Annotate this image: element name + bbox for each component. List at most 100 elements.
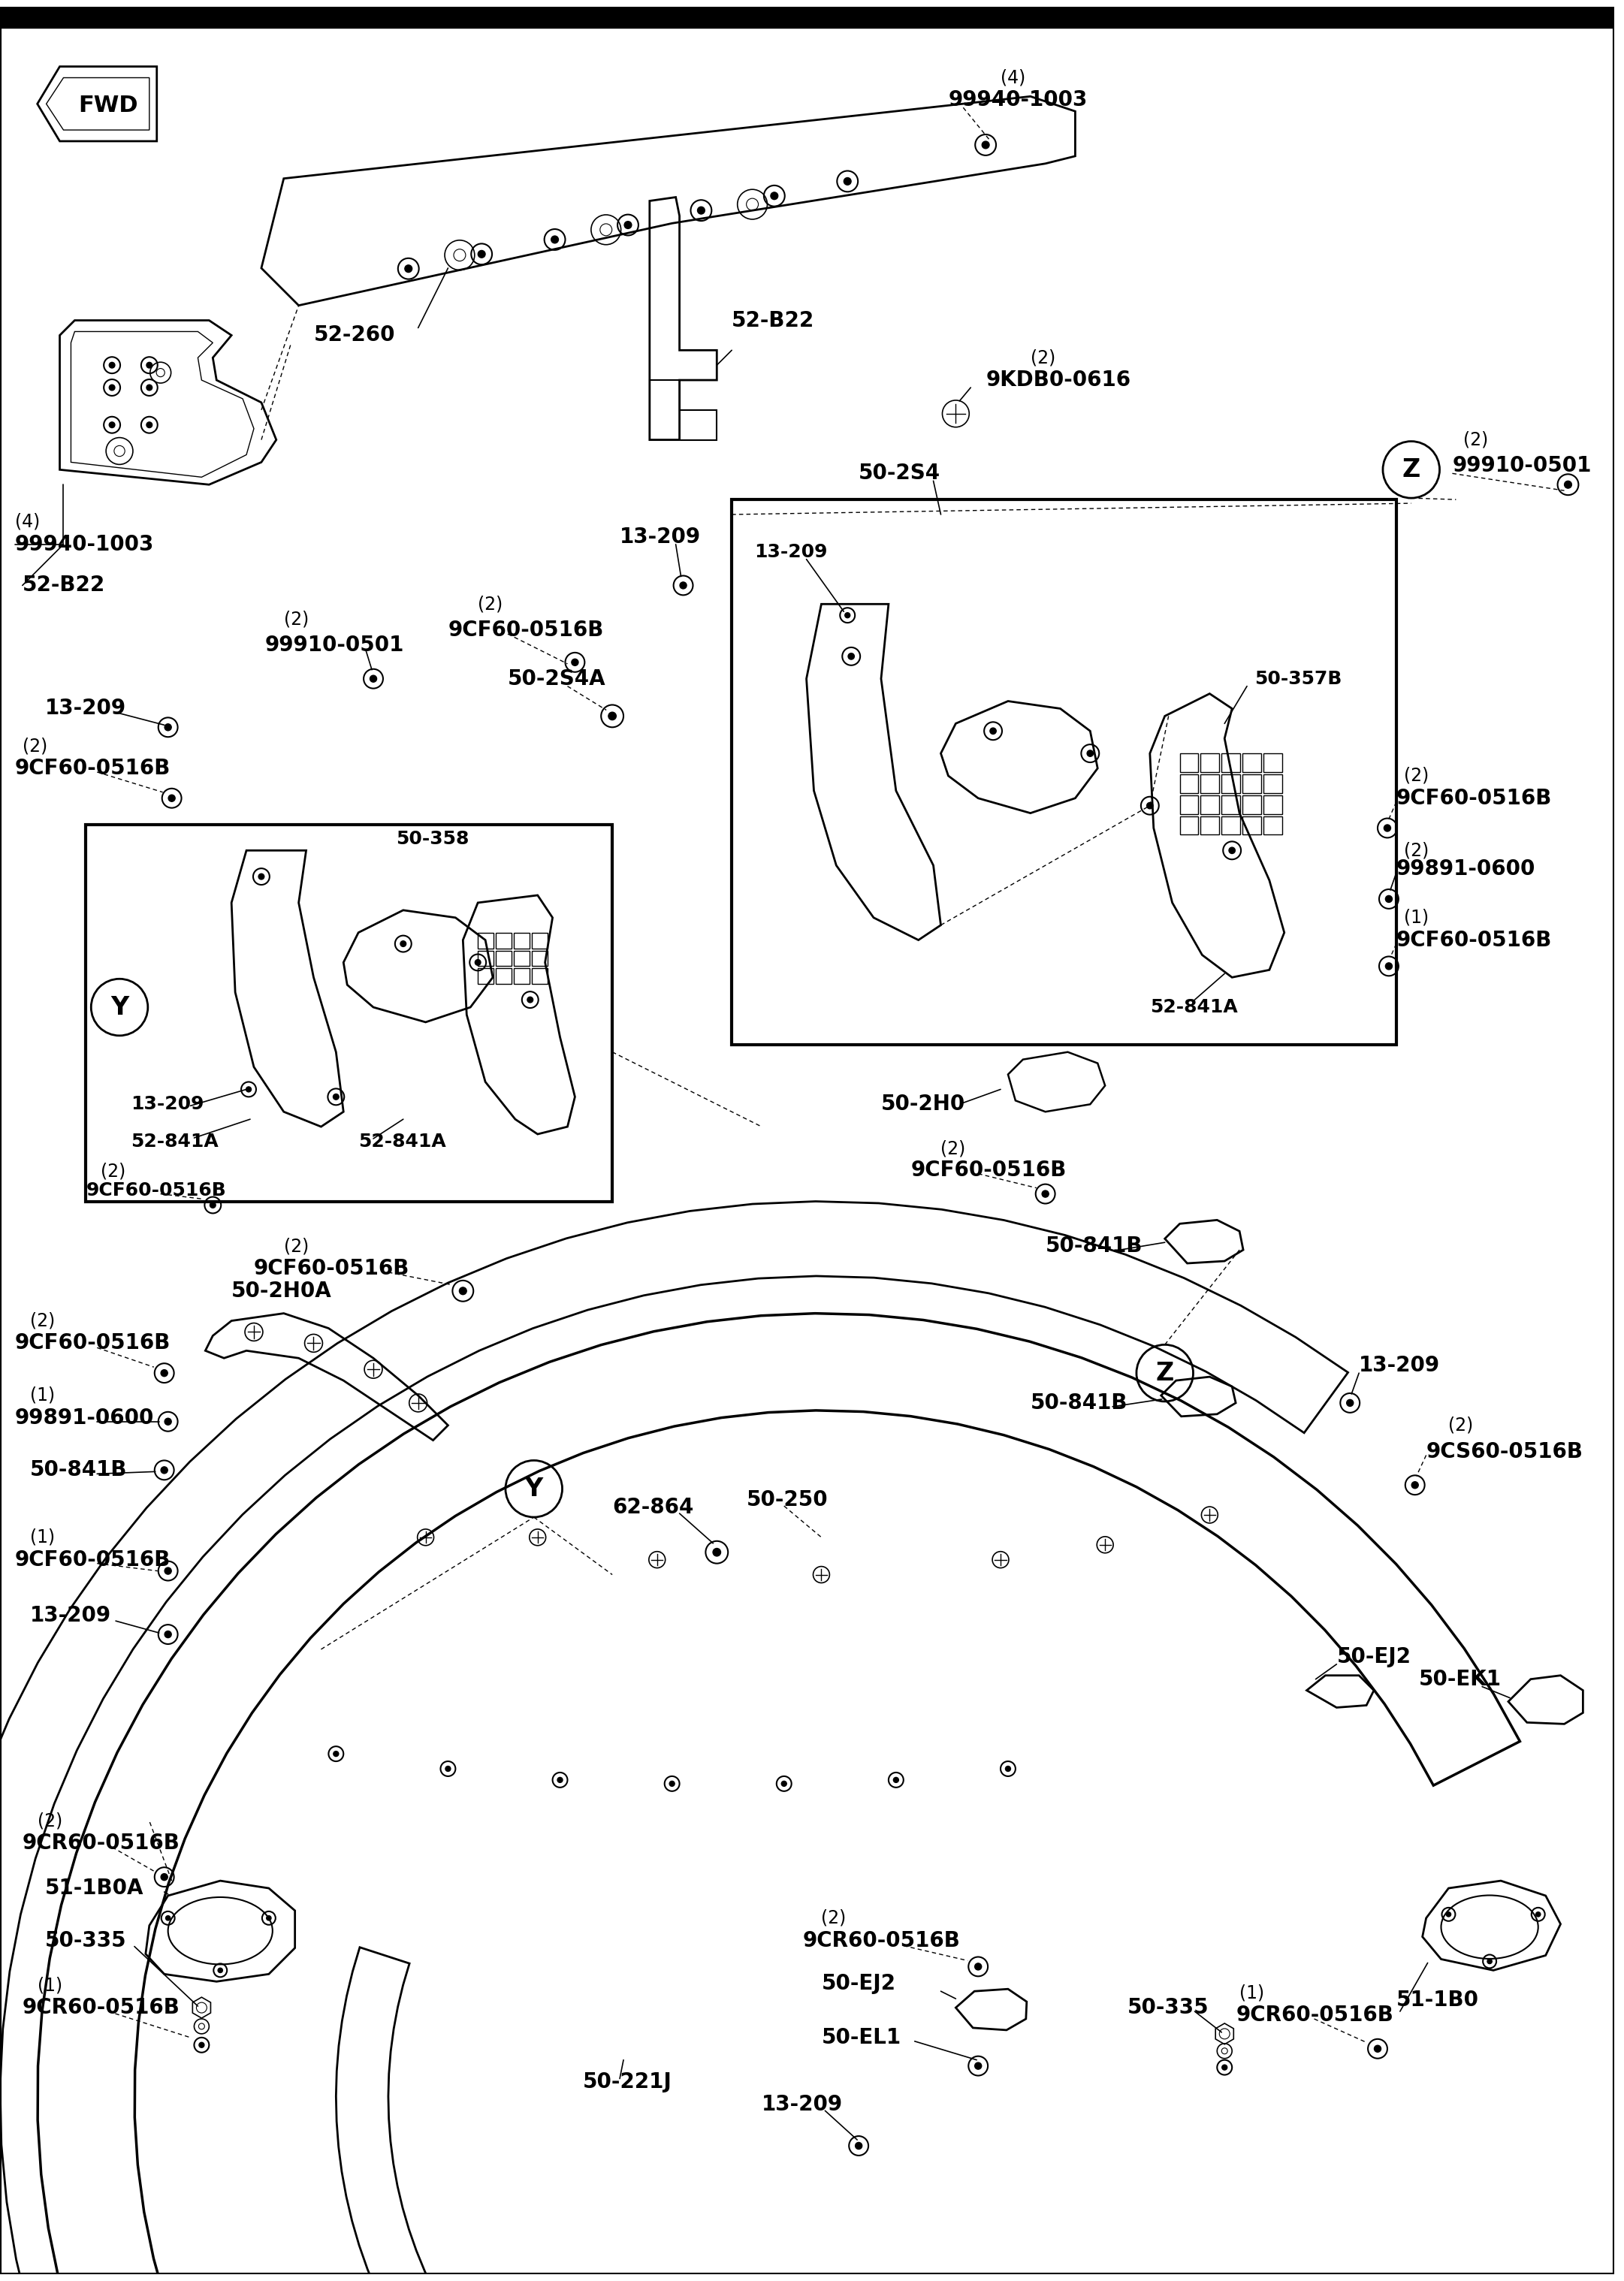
Circle shape	[572, 659, 578, 666]
Circle shape	[164, 723, 172, 730]
Circle shape	[333, 1095, 339, 1099]
Circle shape	[164, 1567, 172, 1574]
Circle shape	[109, 422, 115, 429]
Circle shape	[258, 874, 265, 880]
Circle shape	[218, 1969, 222, 1973]
Bar	[531, 933, 547, 949]
Circle shape	[161, 1873, 167, 1880]
Text: (1): (1)	[37, 1975, 62, 1994]
Text: 50-335: 50-335	[1127, 1998, 1210, 2019]
Circle shape	[1385, 963, 1392, 969]
Text: (2): (2)	[477, 595, 503, 614]
Bar	[495, 951, 512, 967]
Text: 99940-1003: 99940-1003	[15, 534, 154, 554]
Circle shape	[1147, 803, 1153, 810]
Circle shape	[474, 960, 481, 965]
Text: 50-841B: 50-841B	[1030, 1391, 1127, 1414]
Circle shape	[1086, 750, 1093, 757]
Text: 50-335: 50-335	[45, 1930, 127, 1950]
Text: 13-209: 13-209	[762, 2094, 843, 2114]
Text: 51-1B0: 51-1B0	[1397, 1989, 1479, 2012]
Circle shape	[445, 1765, 450, 1772]
Circle shape	[713, 1549, 721, 1556]
Text: 50-358: 50-358	[396, 830, 469, 849]
Text: (2): (2)	[1463, 431, 1489, 449]
Circle shape	[1043, 1191, 1049, 1198]
Bar	[531, 969, 547, 983]
Circle shape	[680, 582, 687, 588]
Text: 50-357B: 50-357B	[1254, 671, 1341, 689]
Text: 9CF60-0516B: 9CF60-0516B	[253, 1259, 409, 1280]
Circle shape	[266, 1916, 271, 1921]
Text: Y: Y	[525, 1476, 542, 1501]
Text: 9CF60-0516B: 9CF60-0516B	[15, 1549, 171, 1569]
Circle shape	[200, 2041, 205, 2048]
Circle shape	[669, 1781, 674, 1786]
Circle shape	[771, 192, 778, 198]
Circle shape	[609, 712, 615, 721]
Circle shape	[893, 1777, 898, 1781]
Text: 50-EL1: 50-EL1	[822, 2028, 901, 2048]
Bar	[495, 969, 512, 983]
Text: 99891-0600: 99891-0600	[15, 1407, 154, 1428]
Circle shape	[166, 1916, 171, 1921]
Text: (2): (2)	[29, 1312, 55, 1330]
Text: 50-250: 50-250	[747, 1489, 828, 1510]
Text: 52-841A: 52-841A	[1150, 999, 1237, 1017]
Text: 50-2H0A: 50-2H0A	[232, 1280, 331, 1302]
Circle shape	[974, 1964, 981, 1971]
Text: 9CF60-0516B: 9CF60-0516B	[15, 757, 171, 778]
Circle shape	[146, 363, 153, 367]
Circle shape	[983, 141, 989, 148]
Text: 13-209: 13-209	[29, 1606, 110, 1626]
Text: (2): (2)	[37, 1811, 62, 1829]
Bar	[1179, 753, 1199, 771]
Text: (2): (2)	[1030, 349, 1056, 367]
Circle shape	[370, 675, 377, 682]
Bar	[513, 951, 529, 967]
Circle shape	[164, 1631, 172, 1638]
Text: 9CF60-0516B: 9CF60-0516B	[1397, 787, 1553, 810]
Text: 99910-0501: 99910-0501	[1452, 456, 1592, 477]
Bar	[477, 933, 494, 949]
Text: 50-841B: 50-841B	[29, 1460, 127, 1480]
Bar	[1200, 796, 1220, 814]
Circle shape	[460, 1286, 466, 1296]
Bar	[1200, 817, 1220, 835]
Circle shape	[528, 997, 533, 1004]
Bar	[1179, 796, 1199, 814]
Text: (2): (2)	[284, 1236, 309, 1255]
Text: 50-EJ2: 50-EJ2	[1337, 1647, 1411, 1667]
Circle shape	[1411, 1483, 1418, 1489]
Text: (1): (1)	[29, 1528, 55, 1547]
Text: 50-221J: 50-221J	[583, 2071, 672, 2094]
Text: 9CF60-0516B: 9CF60-0516B	[1397, 931, 1553, 951]
Bar	[513, 933, 529, 949]
Circle shape	[404, 265, 412, 271]
Circle shape	[1005, 1765, 1010, 1772]
Circle shape	[161, 1467, 167, 1474]
Circle shape	[1346, 1401, 1353, 1407]
Text: 13-209: 13-209	[130, 1095, 205, 1113]
Circle shape	[1536, 1911, 1541, 1916]
Bar	[513, 969, 529, 983]
Text: (2): (2)	[822, 1909, 846, 1927]
Circle shape	[1385, 896, 1392, 903]
Text: 50-841B: 50-841B	[1046, 1236, 1143, 1257]
Bar	[1242, 753, 1262, 771]
Text: Z: Z	[1402, 456, 1421, 481]
Bar	[1242, 773, 1262, 794]
Circle shape	[146, 385, 153, 390]
Text: 99940-1003: 99940-1003	[948, 89, 1088, 112]
Bar	[1242, 796, 1262, 814]
Text: Z: Z	[1156, 1362, 1174, 1385]
Circle shape	[624, 221, 632, 228]
Circle shape	[1384, 826, 1390, 833]
Circle shape	[1488, 1959, 1492, 1964]
Circle shape	[333, 1752, 339, 1756]
Circle shape	[781, 1781, 786, 1786]
Text: 50-2S4: 50-2S4	[859, 463, 940, 484]
Text: 9CF60-0516B: 9CF60-0516B	[15, 1332, 171, 1353]
Text: 52-841A: 52-841A	[359, 1134, 447, 1150]
Circle shape	[844, 178, 851, 185]
